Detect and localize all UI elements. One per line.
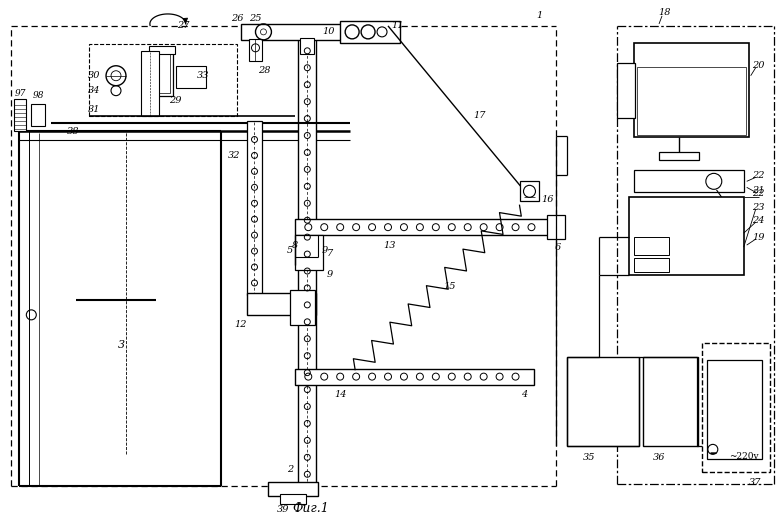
Bar [567,357,639,446]
Bar [296,368,534,384]
Text: 4: 4 [521,390,527,399]
Text: 12: 12 [234,320,246,329]
Text: 36: 36 [653,453,665,462]
Bar [151,48,173,95]
Text: 7: 7 [327,249,333,257]
Bar [702,343,770,472]
Bar [617,63,635,118]
Bar [31,104,45,125]
Text: 31: 31 [88,105,101,114]
Bar [298,26,316,486]
Text: 2: 2 [287,465,293,474]
Bar [141,51,159,116]
Text: 22: 22 [753,189,765,198]
Text: 22: 22 [753,171,765,180]
Bar [707,360,761,459]
Bar [14,99,27,131]
Bar [149,46,175,54]
Text: 8: 8 [292,240,299,250]
Circle shape [706,173,722,189]
Bar [89,44,236,116]
Text: 13: 13 [384,240,396,250]
Bar [637,67,746,135]
Text: 98: 98 [33,91,44,100]
Text: 15: 15 [444,282,456,292]
Bar [659,152,699,160]
Text: 5: 5 [287,246,293,254]
Text: 19: 19 [753,233,765,241]
Text: 3: 3 [118,340,125,350]
Bar [290,290,315,325]
Bar [340,21,400,43]
Bar [300,38,314,54]
Bar [519,181,540,201]
Text: 24: 24 [753,216,765,224]
Text: 26: 26 [232,14,244,23]
Bar [548,215,566,239]
Bar [296,219,549,235]
Text: 28: 28 [258,66,271,75]
Text: 37: 37 [749,478,761,487]
Text: 34: 34 [88,86,101,95]
Text: 18: 18 [659,8,672,18]
Text: 97: 97 [15,89,26,98]
Bar [240,24,395,40]
Bar [634,43,749,137]
Text: 1: 1 [537,11,543,21]
Text: 30: 30 [88,71,101,80]
Bar [246,121,262,295]
Text: 25: 25 [250,14,262,23]
Text: 23: 23 [753,203,765,212]
Text: 35: 35 [583,453,595,462]
Bar [634,170,743,192]
Text: 9: 9 [327,270,333,280]
Text: 29: 29 [169,96,182,105]
Bar [246,293,316,315]
Bar [154,51,170,93]
Text: 10: 10 [322,27,335,37]
Text: 14: 14 [334,390,346,399]
Text: 32: 32 [229,151,241,160]
Bar [249,39,262,61]
Text: 20: 20 [753,61,765,70]
Bar [634,237,669,255]
Bar [176,66,206,88]
Text: 11: 11 [392,21,404,30]
Bar [296,235,323,270]
Bar [629,197,743,275]
Text: 16: 16 [541,195,554,204]
Text: 17: 17 [473,111,486,120]
Text: 9: 9 [322,246,328,254]
Bar [634,258,669,272]
Text: ~220v: ~220v [729,452,758,461]
Text: 39: 39 [277,505,289,513]
Bar [643,357,698,446]
Bar [280,494,307,504]
Text: 33: 33 [197,71,209,80]
Text: 21: 21 [753,186,765,195]
Text: 27: 27 [178,21,190,30]
Bar [268,482,318,496]
Text: 38: 38 [67,127,80,136]
Text: Фиг.1: Фиг.1 [292,502,328,514]
Text: 6: 6 [555,243,561,252]
